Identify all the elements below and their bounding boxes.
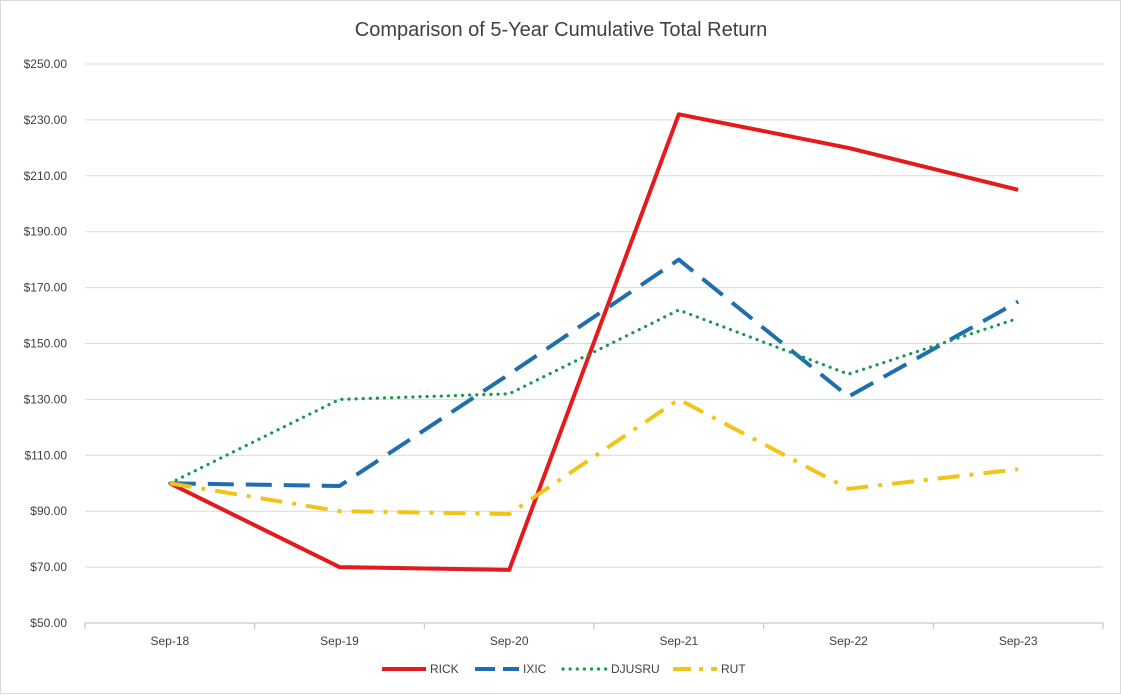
x-tick-label: Sep-19 xyxy=(320,634,359,648)
x-tick-label: Sep-20 xyxy=(490,634,529,648)
legend-label-djusru: DJUSRU xyxy=(611,662,660,676)
legend-label-rick: RICK xyxy=(430,662,459,676)
y-tick-label: $70.00 xyxy=(30,560,67,574)
series-lines xyxy=(168,112,1020,572)
y-tick-label: $170.00 xyxy=(24,281,68,295)
x-tick-label: Sep-23 xyxy=(999,634,1038,648)
y-tick-label: $50.00 xyxy=(30,616,67,630)
x-tick-label: Sep-21 xyxy=(659,634,698,648)
y-tick-label: $210.00 xyxy=(24,169,68,183)
y-tick-label: $250.00 xyxy=(24,57,68,71)
y-tick-label: $90.00 xyxy=(30,504,67,518)
x-tick-label: Sep-22 xyxy=(829,634,868,648)
legend-label-rut: RUT xyxy=(721,662,746,676)
chart-title: Comparison of 5-Year Cumulative Total Re… xyxy=(355,19,767,41)
y-tick-label: $190.00 xyxy=(24,225,68,239)
y-tick-label: $110.00 xyxy=(25,448,68,462)
axes: $50.00 $70.00 $90.00 $110.00 $130.00 $150.00 $… xyxy=(24,57,1104,648)
y-tick-label: $150.00 xyxy=(24,337,68,351)
series-line-djusru xyxy=(168,308,1020,485)
series-line-rut xyxy=(169,397,1019,516)
y-tick-label: $230.00 xyxy=(24,113,68,127)
series-line-ixic xyxy=(169,257,1020,488)
x-tick-label: Sep-18 xyxy=(150,634,189,648)
legend-label-ixic: IXIC xyxy=(523,662,547,676)
y-tick-label: $130.00 xyxy=(24,392,68,406)
legend: RICK IXIC DJUSRU RUT xyxy=(382,662,746,676)
series-line-rick xyxy=(168,112,1019,572)
